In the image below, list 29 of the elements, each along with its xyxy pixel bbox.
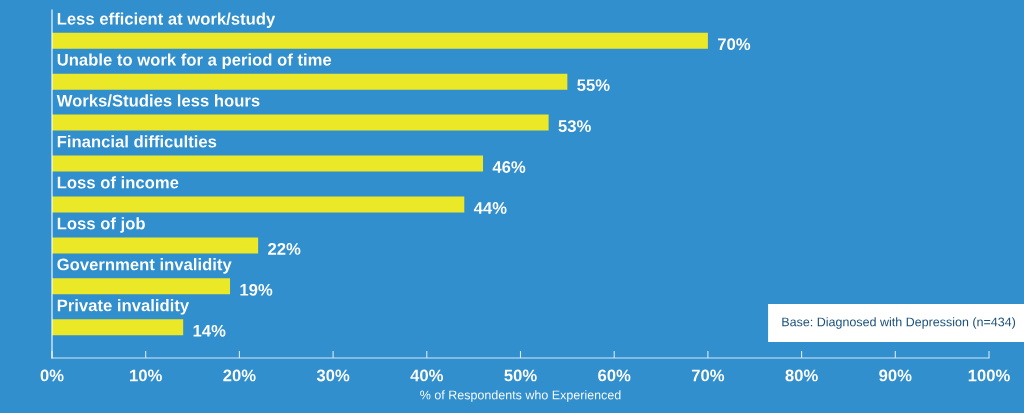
y-tick-label: Loss of job <box>57 217 145 233</box>
y-tick-label: Less efficient at work/study <box>57 12 276 28</box>
x-tick-label: 60% <box>598 369 631 382</box>
annotation: Base: Diagnosed with Depression (n=434) <box>782 317 1016 329</box>
x-tick-label: 20% <box>223 369 256 382</box>
x-tick-label: 80% <box>785 369 818 382</box>
x-axis-title: % of Respondents who Experienced <box>420 390 621 402</box>
y-tick-label: Government invalidity <box>57 258 232 274</box>
data-label: 70% <box>717 38 751 51</box>
data-label: 55% <box>577 79 610 92</box>
y-tick-label: Works/Studies less hours <box>56 94 260 107</box>
x-tick-label: 30% <box>316 369 350 382</box>
x-tick-label: 100% <box>968 369 1010 382</box>
x-tick-label: 40% <box>410 369 444 382</box>
data-label: 53% <box>558 120 591 132</box>
y-tick-label: Financial difficulties <box>57 135 217 148</box>
x-tick-label: 50% <box>504 369 537 382</box>
data-label: 19% <box>240 283 273 296</box>
data-label: 14% <box>193 324 226 337</box>
data-label: 44% <box>473 202 507 214</box>
y-tick-label: Loss of income <box>57 176 179 189</box>
data-label: 46% <box>492 161 526 173</box>
x-tick-label: 90% <box>879 369 912 382</box>
x-tick-label: 70% <box>691 369 725 382</box>
data-label: 22% <box>268 243 301 255</box>
y-tick-label: Private invalidity <box>57 299 190 315</box>
x-tick-label: 0% <box>40 369 64 382</box>
x-tick-label: 10% <box>130 369 162 382</box>
y-tick-label: Unable to work for a period of time <box>57 53 332 69</box>
